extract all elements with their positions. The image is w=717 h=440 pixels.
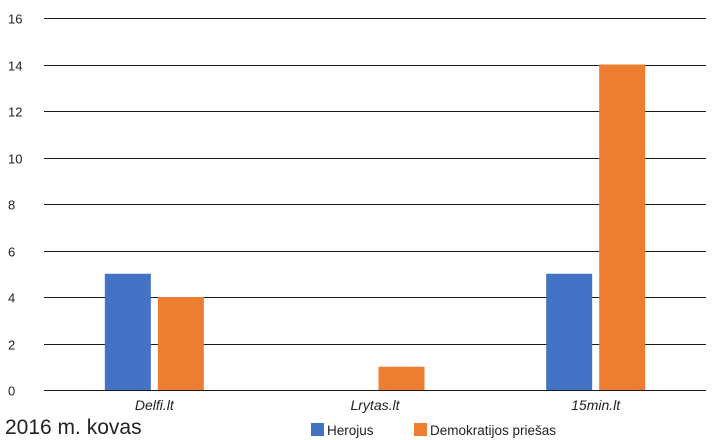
y-tick-label: 6 [8, 245, 15, 260]
legend: Herojus Demokratijos priešas [311, 423, 556, 438]
y-tick-label: 14 [8, 59, 22, 74]
bar-herojus-delfi-lt [104, 273, 151, 390]
y-tick-label: 0 [8, 384, 15, 399]
bar-herojus-15min-lt [546, 273, 593, 390]
x-category-label: Delfi.lt [135, 397, 175, 413]
legend-swatch-demokratijos-priesas [414, 423, 427, 436]
y-tick-label: 16 [8, 12, 22, 27]
legend-swatch-herojus [311, 423, 324, 436]
y-tick-label: 10 [8, 152, 22, 167]
y-tick-label: 2 [8, 338, 15, 353]
legend-label-herojus: Herojus [327, 423, 374, 438]
legend-label-demokratijos-priesas: Demokratijos priešas [430, 423, 556, 438]
y-tick-label: 4 [8, 291, 15, 306]
gridlines [44, 18, 706, 391]
bar-demokratijos-priesas-15min-lt [599, 64, 646, 390]
y-axis-tick-labels: 0 2 4 6 8 10 12 14 16 [8, 12, 22, 399]
y-tick-label: 8 [8, 198, 15, 213]
bars [104, 64, 646, 390]
bar-demokratijos-priesas-delfi-lt [157, 297, 204, 390]
date-caption: 2016 m. kovas [5, 416, 142, 439]
x-category-label: 15min.lt [571, 397, 621, 413]
y-tick-label: 12 [8, 105, 22, 120]
x-category-label: Lrytas.lt [350, 397, 400, 413]
x-axis-category-labels: Delfi.lt Lrytas.lt 15min.lt [135, 397, 621, 413]
bar-demokratijos-priesas-lrytas-lt [378, 366, 425, 390]
